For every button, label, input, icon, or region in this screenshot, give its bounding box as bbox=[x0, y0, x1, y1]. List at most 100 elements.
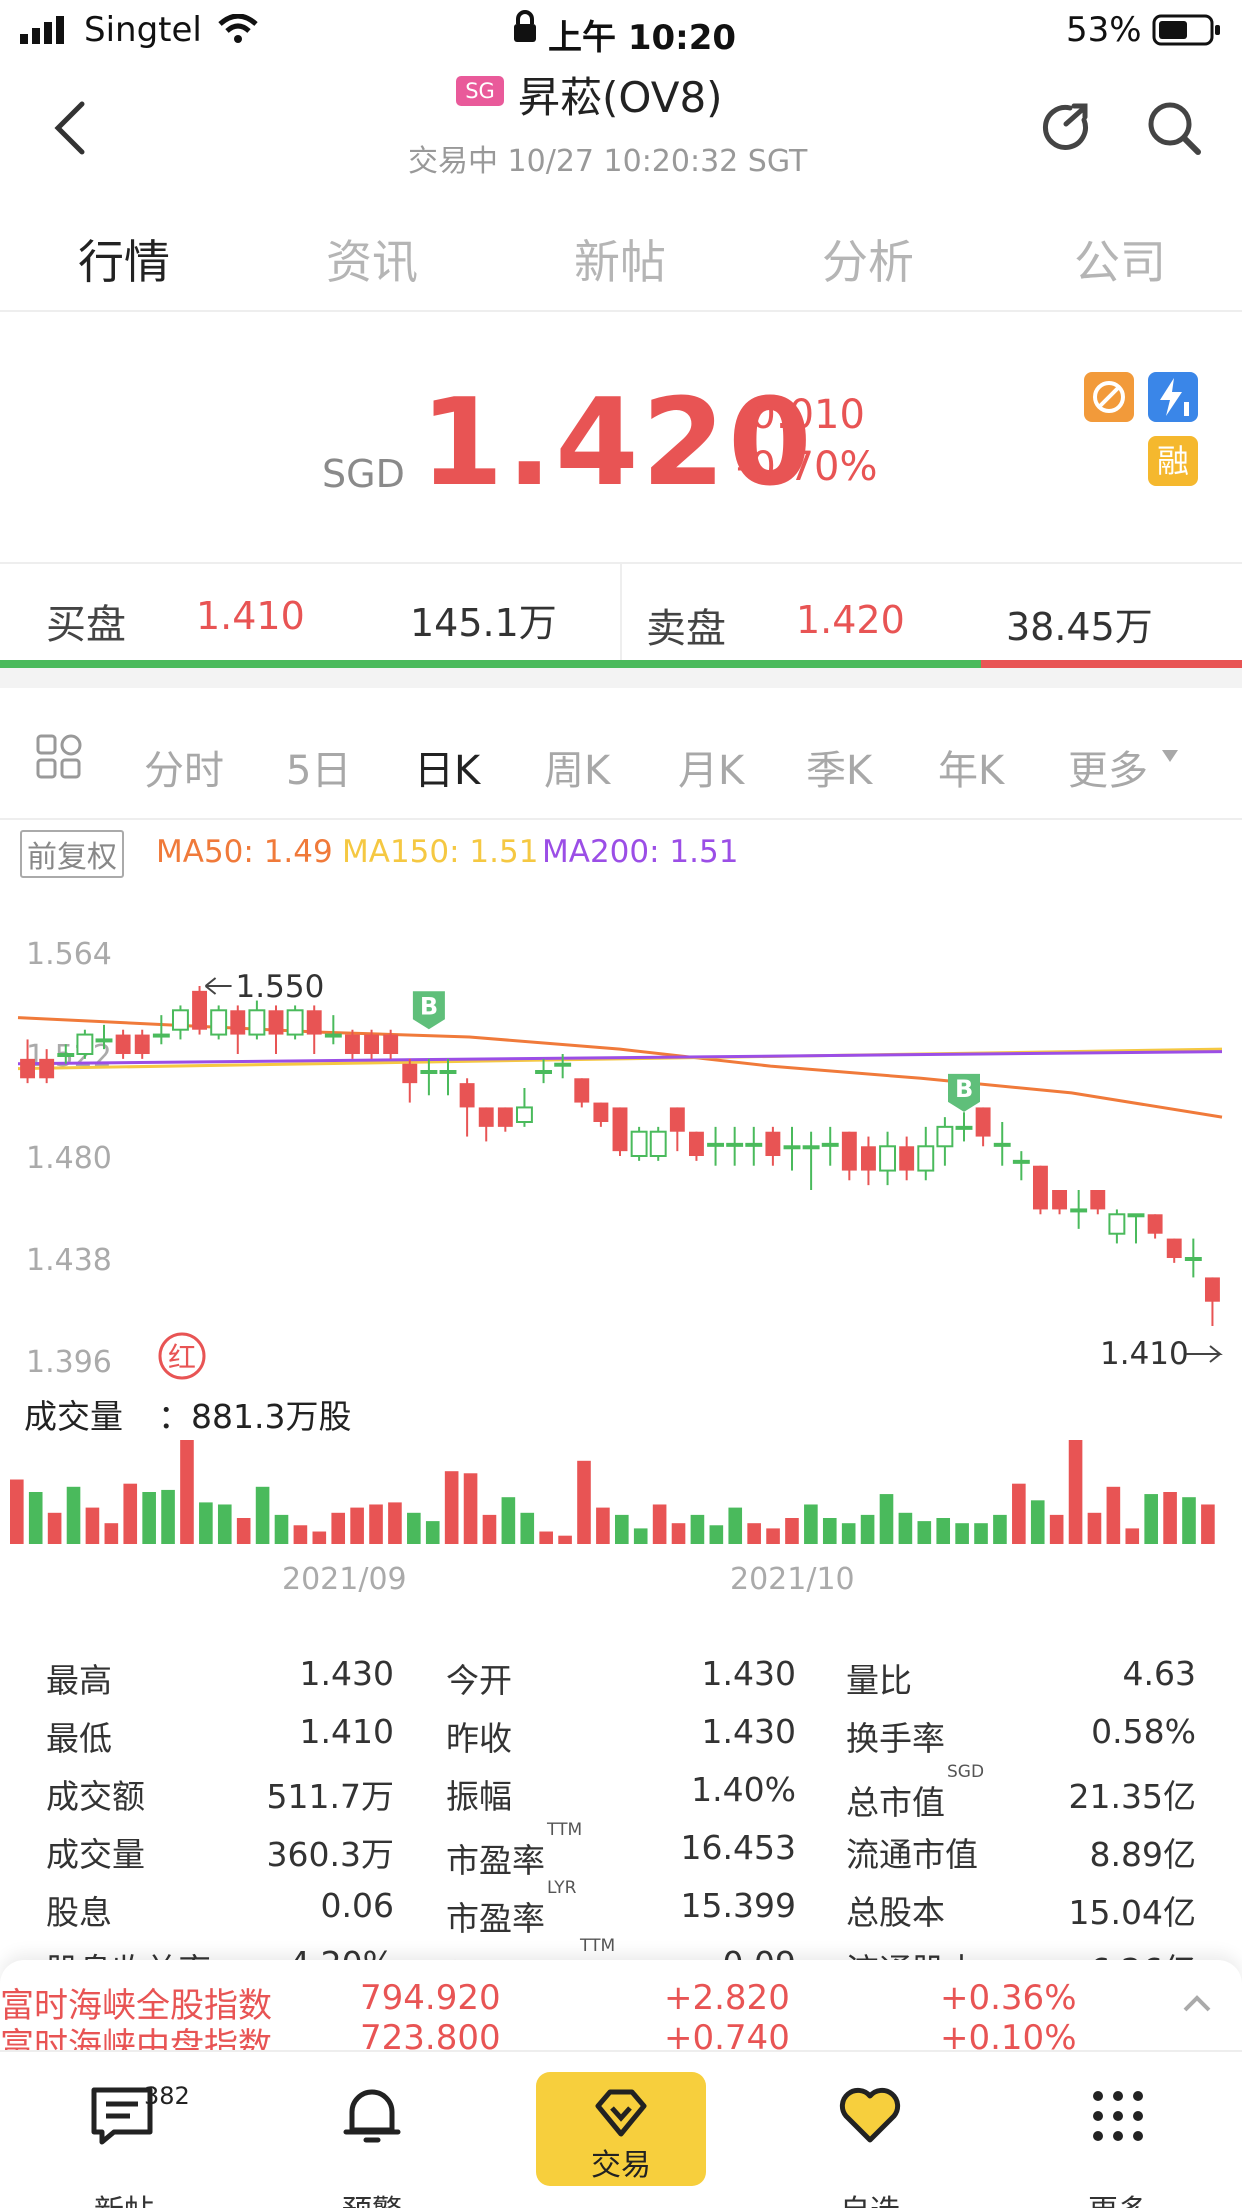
stat-label: 股息 bbox=[46, 1893, 112, 1932]
tab-company[interactable]: 公司 bbox=[1074, 235, 1166, 289]
ticker-pct: +0.36% bbox=[940, 1978, 1077, 2018]
no-short-icon[interactable] bbox=[1084, 372, 1134, 422]
stat-label: 量比 bbox=[846, 1661, 912, 1700]
search-icon[interactable] bbox=[1144, 98, 1204, 158]
battery-percent: 53% bbox=[1066, 10, 1142, 50]
candle-body bbox=[669, 1107, 685, 1132]
candle-body bbox=[402, 1063, 418, 1084]
candle-body bbox=[1166, 1238, 1182, 1258]
stat-label: 市盈率 bbox=[446, 1899, 545, 1938]
candle-body bbox=[765, 1131, 781, 1156]
volume-bar bbox=[974, 1523, 988, 1544]
volume-value: ：881.3万股 bbox=[158, 1397, 352, 1436]
tab-yearly-k[interactable]: 年K bbox=[938, 748, 1005, 794]
nav-more[interactable]: 更多 bbox=[1028, 2186, 1208, 2208]
volume-bar bbox=[785, 1518, 799, 1544]
candle-body bbox=[593, 1102, 609, 1122]
ticker-pct: +0.10% bbox=[940, 2018, 1077, 2050]
tab-analysis[interactable]: 分析 bbox=[822, 235, 914, 289]
volume-bar bbox=[388, 1502, 402, 1544]
ticker-name: 富时海峡中盘指数 bbox=[0, 2026, 272, 2050]
candle-body bbox=[1147, 1214, 1163, 1234]
tab-monthly-k[interactable]: 月K bbox=[678, 748, 745, 794]
chevron-up-icon[interactable] bbox=[1182, 1994, 1212, 2014]
volume-bar bbox=[312, 1531, 327, 1544]
tab-quarterly-k[interactable]: 季K bbox=[806, 748, 873, 794]
diamond-icon bbox=[595, 2089, 647, 2137]
refresh-share-icon[interactable] bbox=[1040, 100, 1096, 156]
currency: SGD bbox=[322, 452, 405, 496]
candle-body bbox=[515, 1106, 533, 1124]
status-bar: Singtel 上午 10:20 53% bbox=[0, 0, 1242, 60]
stat-value: 1.430 bbox=[701, 1654, 796, 1693]
trade-marker bbox=[948, 1073, 980, 1112]
candle-body bbox=[574, 1078, 590, 1103]
candle-body bbox=[344, 1034, 360, 1054]
volume-bar bbox=[1182, 1497, 1196, 1544]
grid-layout-icon[interactable] bbox=[36, 734, 82, 780]
ticker-value: 794.920 bbox=[360, 1978, 501, 2018]
tab-news[interactable]: 资讯 bbox=[326, 235, 418, 289]
stat-value: 0.06 bbox=[320, 1886, 394, 1925]
ticker-change: +0.740 bbox=[664, 2018, 790, 2050]
trade-button[interactable]: 交易 bbox=[536, 2072, 706, 2186]
candle-body bbox=[1012, 1159, 1030, 1164]
stat-label: 成交量 bbox=[46, 1835, 145, 1874]
volume-bar bbox=[1049, 1514, 1064, 1544]
volume-bar bbox=[539, 1531, 553, 1544]
adjust-button[interactable]: 前复权 bbox=[20, 830, 124, 878]
volume-bar bbox=[709, 1525, 724, 1544]
tab-market[interactable]: 行情 bbox=[78, 235, 170, 289]
ask-label: 卖盘 bbox=[646, 606, 726, 652]
high-marker-label: 1.550 bbox=[236, 969, 325, 1005]
stat-label: 成交额 bbox=[46, 1777, 145, 1816]
volume-bar bbox=[936, 1518, 951, 1544]
tab-daily-k[interactable]: 日K bbox=[414, 748, 481, 794]
stat-superscript: SGD bbox=[947, 1762, 985, 1782]
divider bbox=[0, 310, 1242, 312]
tab-weekly-k[interactable]: 周K bbox=[544, 748, 611, 794]
stat-value: 1.430 bbox=[299, 1654, 394, 1693]
back-arrow-icon[interactable] bbox=[52, 100, 88, 156]
stat-value: 16.453 bbox=[680, 1828, 796, 1867]
candle-body bbox=[955, 1125, 973, 1130]
candle-body bbox=[1052, 1190, 1068, 1210]
volume-bar bbox=[993, 1514, 1007, 1544]
lightning-icon[interactable] bbox=[1148, 372, 1198, 422]
tab-posts[interactable]: 新帖 bbox=[574, 235, 666, 289]
caret-down-icon[interactable] bbox=[1160, 748, 1180, 764]
candle-body bbox=[899, 1146, 915, 1171]
volume-bar bbox=[917, 1521, 932, 1544]
candle-body bbox=[286, 1009, 304, 1036]
volume-bar bbox=[236, 1518, 251, 1544]
tab-5day[interactable]: 5日 bbox=[286, 748, 352, 794]
stat-label: 市盈率 bbox=[446, 1841, 545, 1880]
index-ticker[interactable]: 富时海峡全股指数 794.920 +2.820 +0.36% 富时海峡中盘指数 … bbox=[0, 1960, 1242, 2050]
candle-body bbox=[936, 1125, 954, 1148]
candle-body bbox=[171, 1009, 189, 1031]
trade-label: 交易 bbox=[591, 2148, 651, 2183]
candle-body bbox=[439, 1070, 457, 1074]
tab-intraday[interactable]: 分时 bbox=[144, 748, 224, 794]
tab-more[interactable]: 更多 bbox=[1068, 748, 1148, 794]
candle-body bbox=[802, 1145, 820, 1150]
volume-bar bbox=[161, 1489, 175, 1544]
last-price: 1.420 bbox=[420, 374, 815, 513]
section-gap bbox=[0, 668, 1242, 688]
grid-more-icon[interactable] bbox=[1092, 2090, 1144, 2142]
nav-watchlist[interactable]: 自选 bbox=[780, 2186, 960, 2208]
margin-badge[interactable]: 融 bbox=[1148, 436, 1198, 486]
price-change-pct: -0.70% bbox=[736, 444, 878, 490]
bell-icon[interactable] bbox=[340, 2084, 404, 2148]
candle-body bbox=[76, 1033, 94, 1055]
candle-body bbox=[726, 1142, 744, 1147]
candle-body bbox=[688, 1131, 704, 1156]
heart-icon[interactable] bbox=[838, 2086, 902, 2144]
nav-posts[interactable]: 新帖 bbox=[34, 2186, 214, 2208]
posts-icon[interactable] bbox=[90, 2086, 158, 2146]
trade-marker-label: B bbox=[420, 992, 438, 1020]
candle-body bbox=[364, 1034, 380, 1054]
volume-bar bbox=[671, 1523, 686, 1544]
nav-alerts[interactable]: 预警 bbox=[282, 2186, 462, 2208]
